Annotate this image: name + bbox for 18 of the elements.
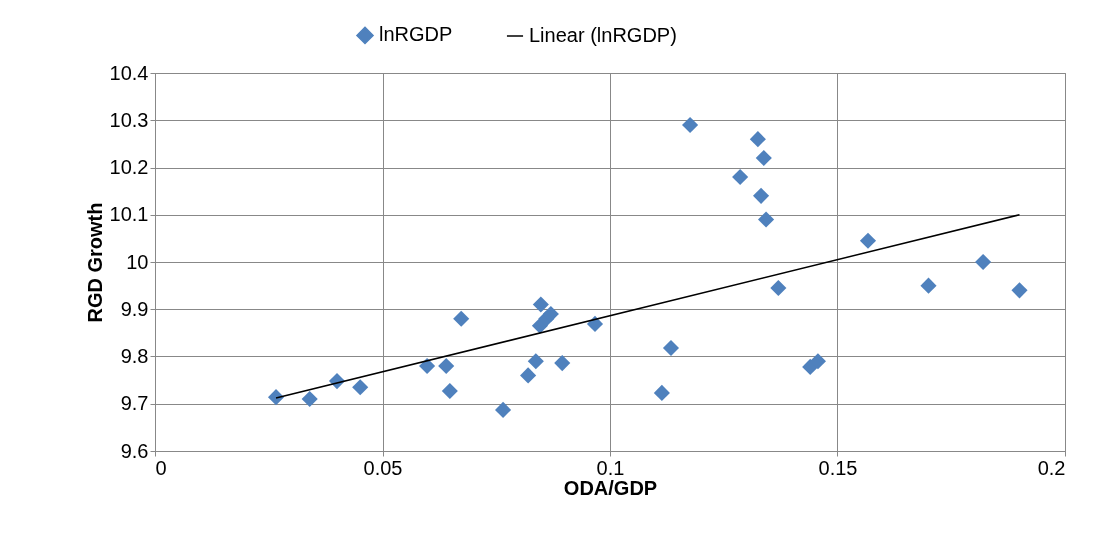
y-tick-label: 9.8: [120, 345, 149, 367]
y-tick-label: 9.9: [120, 297, 149, 320]
y-tick-label: 9.6: [120, 439, 149, 462]
legend-label: Linear (lnRGDP): [529, 24, 677, 46]
y-tick-label: 10.4: [109, 61, 149, 84]
y-tick-label: 10: [126, 250, 149, 273]
x-tick-label: 0.2: [1037, 456, 1066, 479]
x-tick-label: 0: [155, 456, 167, 479]
y-tick-label: 10.2: [109, 156, 149, 178]
x-axis-title: ODA/GDP: [563, 476, 658, 499]
x-tick-label: 0.1: [596, 456, 625, 479]
y-tick-label: 9.7: [120, 392, 149, 415]
legend-label: lnRGDP: [379, 23, 453, 46]
y-axis-title: RGD Growth: [83, 202, 106, 323]
y-tick-label: 10.1: [109, 203, 149, 226]
x-tick-label: 0.05: [363, 456, 403, 479]
y-tick-label: 10.3: [109, 108, 149, 131]
x-tick-label: 0.15: [818, 456, 858, 479]
